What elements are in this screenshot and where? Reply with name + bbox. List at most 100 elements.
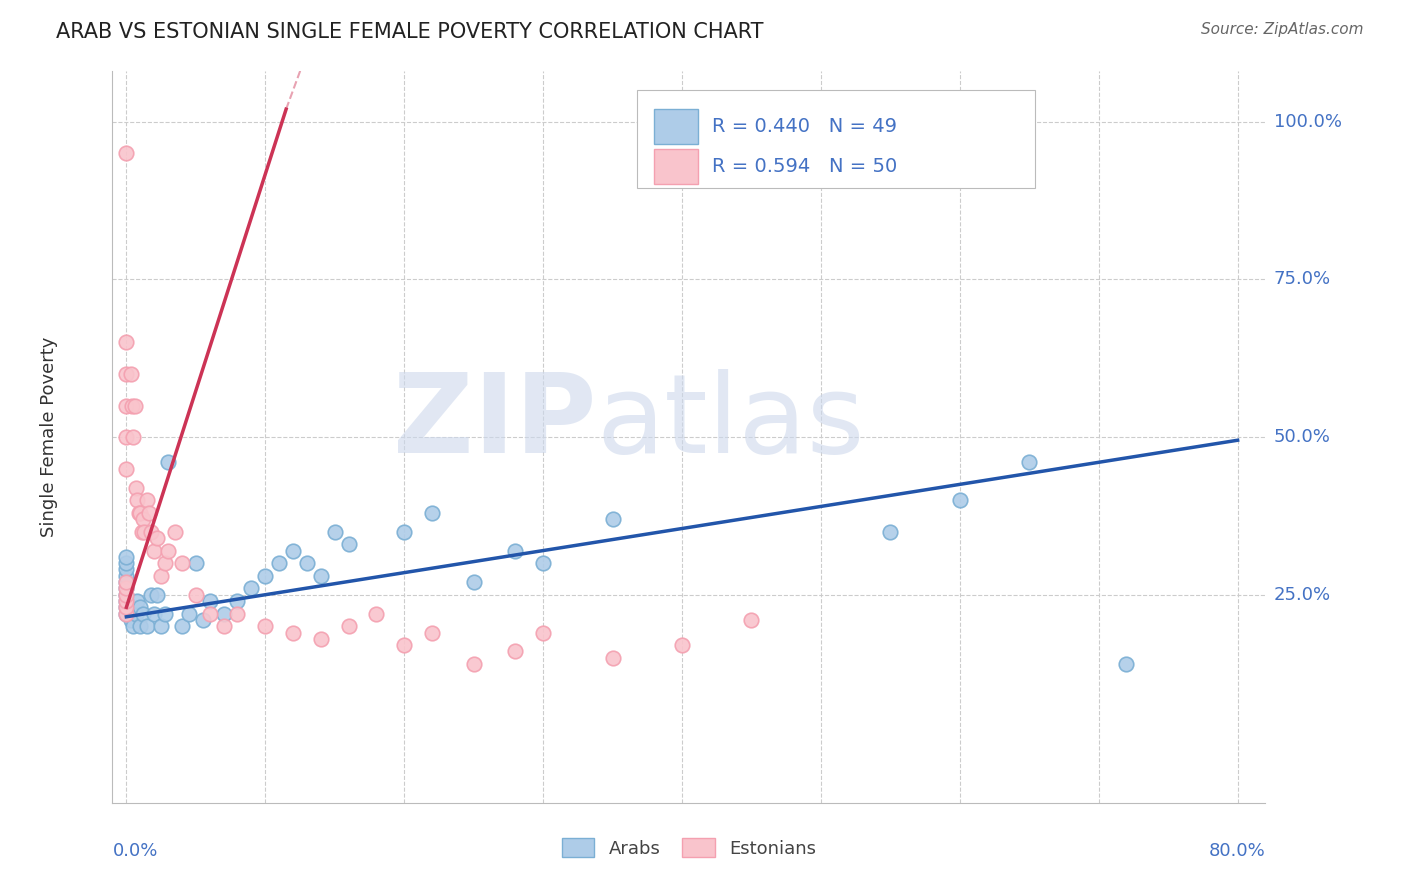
Point (269, 556, 291, 570)
Point (120, 613, 142, 627)
Point (115, 461, 138, 475)
Point (115, 556, 138, 570)
Text: 50.0%: 50.0% (1274, 428, 1330, 446)
Point (254, 569, 277, 583)
Point (177, 607, 200, 621)
Point (115, 367, 138, 381)
Point (226, 594, 249, 608)
Point (323, 524, 346, 539)
Point (115, 575, 138, 590)
Point (337, 619, 360, 633)
Point (115, 430, 138, 444)
Point (129, 600, 152, 615)
Point (602, 512, 624, 526)
Point (366, 607, 388, 621)
Point (240, 582, 263, 596)
Point (115, 600, 138, 615)
Point (949, 493, 972, 508)
Point (155, 556, 177, 570)
Point (115, 607, 138, 621)
Text: ZIP: ZIP (394, 369, 596, 476)
Point (254, 619, 277, 633)
Point (1018, 455, 1040, 469)
Bar (654, 149, 699, 184)
Point (155, 607, 177, 621)
Point (128, 506, 150, 520)
Point (392, 524, 415, 539)
Point (136, 619, 159, 633)
Point (132, 607, 155, 621)
Legend: Arabs, Estonians: Arabs, Estonians (554, 831, 824, 865)
Point (150, 619, 173, 633)
Point (115, 549, 138, 564)
Text: Single Female Poverty: Single Female Poverty (39, 337, 58, 537)
Point (281, 625, 304, 640)
Point (184, 556, 207, 570)
Text: 0.0%: 0.0% (112, 842, 157, 860)
Text: 75.0%: 75.0% (1274, 270, 1331, 288)
Point (115, 582, 138, 596)
Point (115, 335, 138, 350)
Point (115, 594, 138, 608)
Point (281, 543, 304, 558)
Point (115, 588, 138, 602)
Point (226, 607, 249, 621)
Text: 100.0%: 100.0% (1274, 112, 1341, 131)
Point (115, 146, 138, 161)
Point (115, 575, 138, 590)
Point (505, 543, 527, 558)
Point (170, 619, 193, 633)
Point (740, 613, 762, 627)
Point (127, 493, 149, 508)
Point (157, 543, 180, 558)
Point (531, 556, 554, 570)
Point (146, 531, 169, 545)
Point (125, 481, 148, 495)
Point (129, 506, 152, 520)
Point (127, 594, 149, 608)
Point (295, 556, 318, 570)
Point (115, 588, 138, 602)
Text: ARAB VS ESTONIAN SINGLE FEMALE POVERTY CORRELATION CHART: ARAB VS ESTONIAN SINGLE FEMALE POVERTY C… (56, 22, 763, 42)
Point (337, 537, 360, 551)
Text: 25.0%: 25.0% (1274, 586, 1331, 604)
Point (143, 543, 166, 558)
Point (184, 588, 207, 602)
Point (115, 562, 138, 576)
Text: 80.0%: 80.0% (1209, 842, 1265, 860)
Point (392, 638, 415, 652)
Point (463, 575, 485, 590)
Point (198, 594, 221, 608)
Point (131, 524, 153, 539)
Point (129, 619, 152, 633)
Point (531, 625, 554, 640)
Point (132, 512, 155, 526)
Text: atlas: atlas (596, 369, 865, 476)
Point (420, 506, 443, 520)
Point (420, 625, 443, 640)
Text: R = 0.594   N = 50: R = 0.594 N = 50 (711, 157, 897, 176)
Point (122, 430, 145, 444)
Point (170, 556, 193, 570)
Point (146, 588, 169, 602)
Point (602, 650, 624, 665)
Point (143, 607, 166, 621)
Point (141, 588, 163, 602)
Point (157, 455, 180, 469)
Point (125, 607, 148, 621)
Point (879, 524, 901, 539)
Point (120, 367, 142, 381)
Point (115, 569, 138, 583)
Text: R = 0.440   N = 49: R = 0.440 N = 49 (711, 117, 897, 136)
Point (463, 657, 485, 671)
Point (141, 524, 163, 539)
Point (115, 582, 138, 596)
FancyBboxPatch shape (637, 90, 1035, 188)
Point (115, 399, 138, 413)
Point (115, 600, 138, 615)
Point (124, 399, 146, 413)
Point (309, 569, 332, 583)
Point (121, 399, 143, 413)
Point (212, 607, 235, 621)
Point (1115, 657, 1137, 671)
